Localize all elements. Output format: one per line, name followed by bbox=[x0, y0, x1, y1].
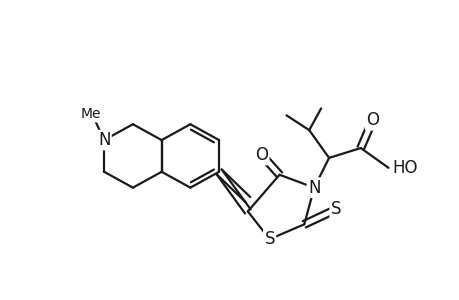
Text: N: N bbox=[98, 131, 110, 149]
Text: S: S bbox=[264, 230, 274, 248]
Text: O: O bbox=[365, 111, 378, 129]
Text: HO: HO bbox=[392, 159, 417, 177]
Text: O: O bbox=[255, 146, 268, 164]
Text: S: S bbox=[330, 200, 341, 218]
Text: N: N bbox=[307, 178, 320, 196]
Text: Me: Me bbox=[81, 107, 101, 121]
